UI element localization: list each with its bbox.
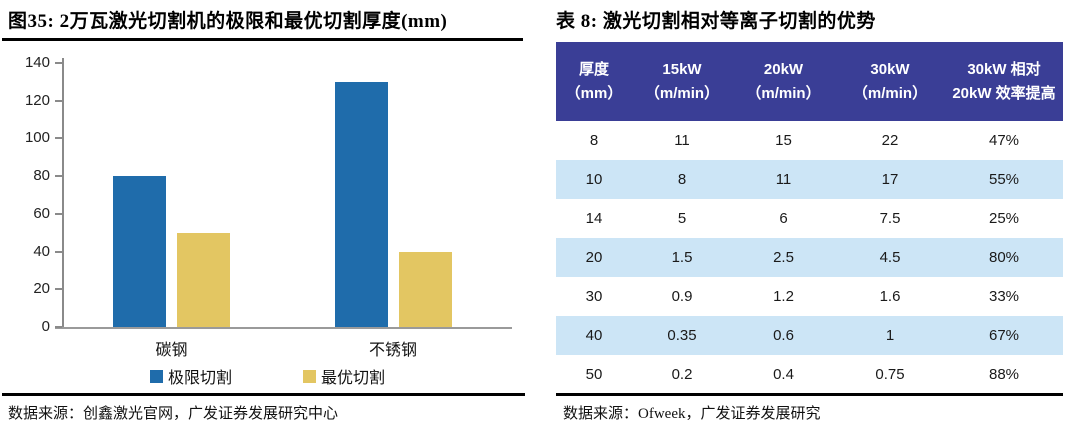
table-cell: 4.5	[879, 249, 901, 266]
table-cell: 8	[589, 132, 599, 149]
header-line: 20kW 效率提高	[952, 85, 1056, 102]
y-tick-label: 40	[33, 242, 50, 260]
table-cell: 30	[585, 288, 603, 305]
table-title: 表 8: 激光切割相对等离子切割的优势	[556, 11, 876, 32]
y-tick-mark	[55, 212, 62, 215]
table-cell: 0.35	[667, 327, 697, 344]
x-axis	[55, 327, 512, 329]
header-line: 厚度	[578, 61, 609, 78]
table-cell: 0.4	[773, 366, 794, 383]
y-tick-mark	[55, 99, 62, 102]
table-cell: 0.9	[671, 288, 693, 305]
header-line: （m/min）	[644, 85, 720, 102]
table-cell: 1.5	[671, 249, 693, 266]
header-line: 30kW	[870, 61, 910, 78]
table-cell: 5	[677, 210, 687, 227]
table-cell: 1	[885, 327, 895, 344]
header-line: （m/min）	[746, 85, 821, 102]
table-row: 30 0.9 1.2 1.6 33%	[556, 277, 1063, 316]
y-tick-label: 80	[33, 167, 50, 185]
table-cell: 55%	[988, 171, 1020, 188]
y-tick-label: 20	[33, 280, 50, 298]
table-header-row: 厚度 （mm） 15kW （m/min） 20kW （m/min） 30kW （m/min） 3…	[556, 42, 1063, 121]
legend-swatch-icon	[303, 369, 316, 383]
legend-label: 最优切割	[321, 370, 386, 387]
panel-bottom-rule	[2, 393, 525, 396]
figure-title: 图35: 2万瓦激光切割机的极限和最优切割厚度(mm)	[8, 11, 448, 32]
source-note: 数据来源：创鑫激光官网，广发证券发展研究中心	[8, 406, 339, 422]
table-cell: 25%	[988, 210, 1020, 227]
y-tick-label: 120	[24, 91, 50, 109]
table-cell: 40	[585, 327, 603, 344]
x-category-label: 不锈钢	[368, 342, 417, 359]
y-tick-mark	[55, 288, 62, 291]
table-cell: 2.5	[773, 249, 794, 266]
table-cell: 0.75	[875, 366, 905, 383]
y-tick-mark	[55, 326, 62, 328]
panel-bottom-rule	[556, 393, 1063, 396]
table-cell: 11	[674, 132, 690, 149]
figure-35-panel: 图35: 2万瓦激光切割机的极限和最优切割厚度(mm) 0 20 40 60 80 100…	[2, 11, 525, 422]
table-cell: 14	[585, 210, 603, 227]
header-line: 15kW	[662, 61, 702, 78]
header-line: 30kW 相对	[967, 61, 1041, 78]
table-row: 10 8 11 17 55%	[556, 160, 1063, 199]
table-cell: 20	[585, 249, 603, 266]
y-tick-mark	[55, 137, 62, 140]
bar-不锈钢-最优切割	[398, 251, 452, 327]
y-tick-mark	[55, 250, 62, 253]
y-tick-mark	[55, 175, 62, 178]
y-tick-label: 0	[41, 318, 50, 335]
table-cell: 47%	[988, 132, 1020, 149]
table-row: 8 11 15 22 47%	[556, 121, 1063, 160]
table-header-cell: 30kW 相对 20kW 效率提高	[945, 42, 1063, 121]
table-cell: 33%	[988, 288, 1020, 305]
bar-chart: 0 20 40 60 80 100 120 140 碳钢 不锈钢极限切割 最优切割	[24, 54, 512, 388]
legend-swatch-icon	[150, 369, 163, 383]
table-row: 40 0.35 0.6 1 67%	[556, 316, 1063, 355]
y-axis	[62, 58, 64, 328]
table-cell: 80%	[988, 249, 1020, 266]
table-row: 20 1.5 2.5 4.5 80%	[556, 238, 1063, 277]
table-cell: 10	[585, 171, 603, 188]
legend-item: 极限切割	[150, 364, 232, 388]
title-underline	[2, 38, 523, 41]
legend-label: 极限切割	[168, 370, 233, 387]
table-cell: 88%	[988, 366, 1020, 383]
table-header-cell: 15kW （m/min）	[632, 42, 732, 121]
x-category-label: 碳钢	[155, 342, 188, 359]
y-tick-mark	[55, 62, 62, 64]
table-8-panel: 表 8: 激光切割相对等离子切割的优势 厚度 （mm） 15kW （m/min） 20k…	[540, 0, 1080, 432]
bar-不锈钢-极限切割	[334, 81, 388, 327]
table-cell: 67%	[988, 327, 1020, 344]
legend-item: 最优切割	[303, 364, 385, 388]
table-cell: 17	[881, 171, 899, 188]
bar-碳钢-极限切割	[113, 176, 166, 327]
header-line: （m/min）	[852, 85, 928, 102]
table-cell: 1.6	[879, 288, 901, 305]
table-cell: 8	[677, 171, 687, 188]
bar-碳钢-最优切割	[177, 232, 230, 327]
table-header-cell: 30kW （m/min）	[835, 42, 945, 121]
table-cell: 11	[775, 171, 792, 188]
table-cell: 7.5	[879, 210, 901, 227]
table-header-cell: 厚度 （mm）	[556, 42, 632, 121]
advantage-table: 厚度 （mm） 15kW （m/min） 20kW （m/min） 30kW （m/min） 3…	[556, 42, 1063, 394]
table-cell: 0.2	[671, 366, 693, 383]
source-note: 数据来源：Ofweek，广发证券发展研究	[563, 406, 821, 422]
table-row: 50 0.2 0.4 0.75 88%	[556, 355, 1063, 394]
table-cell: 1.2	[773, 288, 794, 305]
header-line: 20kW	[763, 61, 804, 78]
table-cell: 15	[775, 132, 792, 149]
y-tick-label: 140	[24, 54, 50, 71]
table-cell: 22	[881, 132, 899, 149]
header-line: （mm）	[565, 85, 623, 102]
table-cell: 0.6	[773, 327, 794, 344]
table-cell: 50	[585, 366, 603, 383]
table-row: 14 5 6 7.5 25%	[556, 199, 1063, 238]
table-cell: 6	[779, 210, 788, 227]
table-header-cell: 20kW （m/min）	[732, 42, 835, 121]
y-tick-label: 100	[24, 129, 50, 147]
y-tick-label: 60	[33, 204, 50, 222]
